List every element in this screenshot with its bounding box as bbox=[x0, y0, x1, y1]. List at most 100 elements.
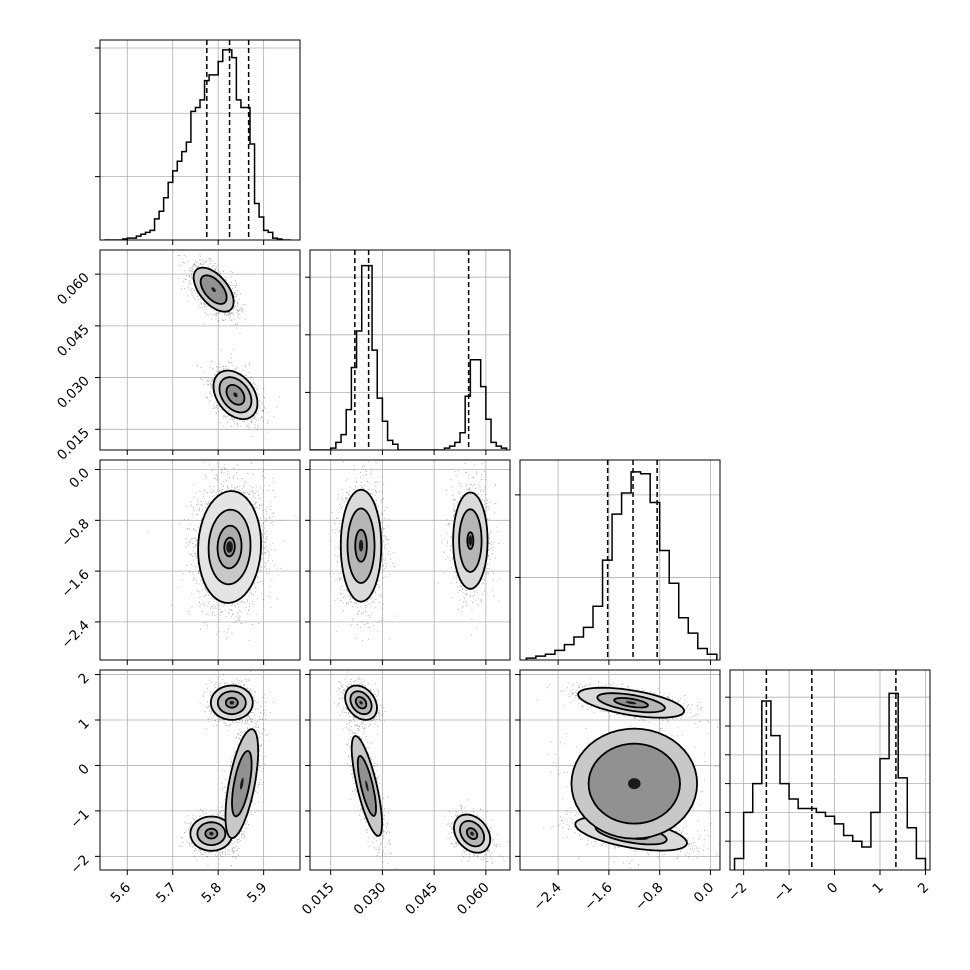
histogram-panel-0 bbox=[95, 39, 301, 245]
contour-line bbox=[344, 684, 378, 721]
density-peak bbox=[628, 778, 641, 790]
contour-line bbox=[196, 821, 227, 847]
x-tick-label: 5.6 bbox=[108, 880, 135, 907]
x-tick-label: −1.6 bbox=[581, 880, 615, 914]
panel-frame bbox=[309, 669, 511, 871]
contour-line bbox=[459, 819, 485, 848]
contour-line bbox=[212, 369, 259, 421]
x-tick-label: 0.0 bbox=[691, 880, 718, 907]
y-tick-label: −1.6 bbox=[58, 567, 92, 601]
panel-frame bbox=[729, 669, 931, 871]
pair-panel-1-2 bbox=[305, 459, 511, 665]
y-tick-label: 0.045 bbox=[54, 321, 93, 360]
contour-line bbox=[225, 384, 246, 406]
x-tick-label: 5.9 bbox=[244, 880, 271, 907]
contour-line bbox=[192, 266, 235, 313]
contour-line bbox=[452, 491, 489, 590]
histogram-step bbox=[310, 264, 508, 450]
y-tick-label: 2 bbox=[75, 670, 92, 687]
contour-line bbox=[216, 690, 247, 716]
x-tick-label: 0.045 bbox=[402, 880, 441, 919]
panel-content bbox=[329, 461, 500, 641]
contour-line bbox=[197, 490, 262, 604]
panel-content bbox=[331, 671, 510, 869]
density-peak bbox=[625, 701, 637, 705]
contour-line bbox=[231, 750, 253, 818]
panel-content bbox=[536, 677, 720, 870]
density-peak bbox=[233, 392, 238, 398]
x-tick-label: −2.4 bbox=[530, 880, 564, 914]
histogram-step bbox=[525, 471, 718, 660]
panel-content bbox=[146, 461, 297, 641]
contour-line bbox=[458, 508, 483, 573]
contour-line bbox=[354, 696, 368, 710]
density-peak bbox=[359, 700, 363, 705]
contour-line bbox=[346, 507, 376, 584]
contour-line bbox=[224, 696, 239, 709]
contour-line bbox=[466, 531, 475, 551]
panel-frame bbox=[309, 459, 511, 661]
contour-line bbox=[209, 684, 254, 721]
x-tick-label: −2 bbox=[725, 880, 750, 905]
contour-line bbox=[570, 727, 699, 840]
y-tick-label: −2 bbox=[67, 852, 92, 877]
panel-content bbox=[179, 671, 274, 867]
contour-line bbox=[577, 686, 686, 719]
pair-panel-0-2 bbox=[95, 459, 301, 665]
x-tick-label: −0.8 bbox=[632, 880, 666, 914]
histogram-panel-2 bbox=[515, 459, 721, 665]
contour-line bbox=[218, 376, 253, 414]
density-peak bbox=[470, 831, 474, 836]
contour-line bbox=[349, 690, 373, 716]
x-tick-label: 5.7 bbox=[153, 880, 180, 907]
pair-panel-0-3 bbox=[95, 669, 301, 875]
panel-frame bbox=[99, 39, 301, 241]
x-tick-label: 0.060 bbox=[454, 880, 493, 919]
y-tick-label: −1 bbox=[67, 806, 92, 831]
contour-line bbox=[350, 734, 384, 837]
histogram-step bbox=[733, 692, 927, 870]
x-tick-label: −1 bbox=[771, 880, 796, 905]
density-peak bbox=[358, 539, 364, 552]
density-peak bbox=[240, 777, 244, 790]
y-tick-label: 1 bbox=[75, 716, 92, 733]
contour-line bbox=[199, 274, 228, 305]
contour-line bbox=[207, 508, 252, 586]
contour-line bbox=[339, 488, 383, 603]
x-tick-label: 0 bbox=[824, 880, 841, 897]
histogram-step bbox=[104, 49, 291, 240]
density-peak bbox=[211, 287, 216, 293]
contour-line bbox=[596, 692, 666, 714]
panel-frame bbox=[519, 459, 721, 661]
panel-frame bbox=[519, 669, 721, 871]
histogram-panel-1 bbox=[305, 249, 511, 455]
x-tick-label: 0.015 bbox=[299, 880, 338, 919]
y-tick-label: −0.8 bbox=[58, 516, 92, 550]
density-peak bbox=[468, 535, 473, 546]
x-tick-label: 5.8 bbox=[199, 880, 226, 907]
pair-panel-1-3 bbox=[305, 669, 511, 875]
contour-line bbox=[224, 728, 260, 840]
panel-frame bbox=[309, 249, 511, 451]
scatter-points bbox=[146, 461, 297, 641]
y-tick-label: 0.0 bbox=[66, 465, 93, 492]
pair-panel-0-1 bbox=[95, 249, 301, 455]
contour-line bbox=[453, 813, 492, 854]
contour-line bbox=[613, 697, 649, 709]
contour-line bbox=[223, 536, 236, 558]
histogram-panel-3 bbox=[725, 669, 931, 875]
contour-line bbox=[204, 827, 219, 840]
pair-panel-2-3 bbox=[515, 669, 721, 875]
panel-frame bbox=[99, 669, 301, 871]
contour-line bbox=[356, 754, 377, 817]
x-tick-label: 2 bbox=[915, 880, 932, 897]
panel-frame bbox=[99, 459, 301, 661]
contour-line bbox=[466, 827, 479, 840]
contour-line bbox=[354, 528, 368, 563]
density-peak bbox=[209, 831, 214, 836]
y-tick-label: 0.015 bbox=[54, 425, 93, 464]
contour-line bbox=[216, 524, 243, 570]
y-tick-label: −2.4 bbox=[58, 617, 92, 651]
y-tick-label: 0.060 bbox=[54, 270, 93, 309]
